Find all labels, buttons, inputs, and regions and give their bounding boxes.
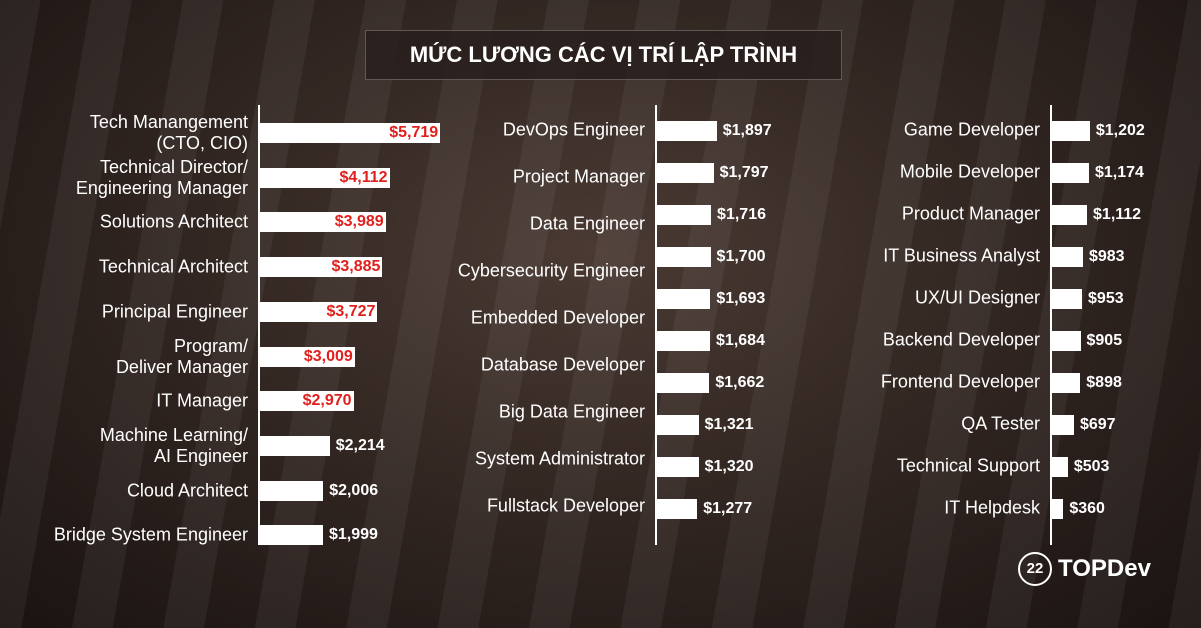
- category-label: Bridge System Engineer: [53, 524, 248, 545]
- bar: [657, 289, 711, 309]
- bar: [657, 121, 717, 141]
- bar: [260, 167, 390, 188]
- bar: [1052, 415, 1074, 435]
- value-label: $2,970: [302, 392, 352, 410]
- category-label: Principal Engineer: [101, 301, 248, 322]
- value-label: $983: [1088, 248, 1125, 265]
- value-label: $3,009: [303, 347, 353, 365]
- category-label: Program/ Deliver Manager: [115, 335, 248, 377]
- bar: [1052, 373, 1081, 393]
- bar: [260, 435, 330, 456]
- value-label: $2,214: [335, 436, 385, 454]
- value-label: $1,202: [1095, 122, 1145, 139]
- value-label: $898: [1086, 374, 1122, 391]
- logo: 22 TOPDev: [1018, 552, 1151, 586]
- category-label: IT Manager: [156, 390, 248, 411]
- bar: [1052, 121, 1090, 141]
- value-label: $4,112: [339, 168, 388, 186]
- bar: [260, 480, 324, 501]
- category-label: Embedded Developer: [470, 307, 645, 328]
- category-label: Technical Architect: [98, 256, 248, 277]
- category-label: Backend Developer: [882, 329, 1040, 350]
- category-label: Big Data Engineer: [498, 401, 645, 422]
- category-label: IT Business Analyst: [883, 245, 1040, 266]
- category-label: UX/UI Designer: [914, 287, 1040, 308]
- value-label: $1,693: [716, 290, 766, 307]
- value-label: $3,727: [326, 302, 376, 320]
- value-label: $5,719: [389, 124, 439, 141]
- category-label: IT Helpdesk: [944, 497, 1040, 518]
- axis-line: [655, 105, 657, 545]
- bar: [260, 346, 355, 367]
- bar: [1052, 205, 1088, 225]
- category-label: Product Manager: [901, 203, 1040, 224]
- category-label: DevOps Engineer: [502, 119, 645, 140]
- value-label: $905: [1086, 332, 1123, 349]
- bar: [657, 499, 698, 519]
- bar: [260, 391, 354, 412]
- bar: [657, 415, 699, 435]
- category-label: Technical Director/ Engineering Manager: [75, 156, 248, 198]
- value-label: $1,684: [716, 332, 765, 349]
- bar: [657, 331, 711, 351]
- category-label: Solutions Architect: [99, 211, 248, 232]
- bar: [657, 373, 710, 393]
- bar: [657, 163, 714, 183]
- bar: [1052, 289, 1083, 309]
- bar: [1052, 163, 1089, 183]
- value-label: $1,716: [717, 206, 766, 223]
- value-label: $1,277: [703, 500, 753, 517]
- category-label: Fullstack Developer: [486, 495, 645, 516]
- category-label: Cybersecurity Engineer: [457, 260, 645, 281]
- axis-line: [1050, 105, 1052, 545]
- category-label: Database Developer: [480, 354, 645, 375]
- value-label: $3,885: [331, 258, 381, 276]
- value-label: $360: [1069, 500, 1105, 517]
- value-label: $1,897: [722, 122, 772, 139]
- category-label: System Administrator: [474, 448, 645, 469]
- bar: [260, 212, 386, 233]
- bar: [260, 257, 383, 278]
- category-label: Cloud Architect: [126, 480, 248, 501]
- value-label: $1,112: [1093, 206, 1142, 223]
- logo-badge: 22: [1018, 552, 1052, 586]
- value-label: $503: [1073, 458, 1110, 475]
- title: MỨC LƯƠNG CÁC VỊ TRÍ LẬP TRÌNH: [365, 30, 842, 80]
- value-label: $1,797: [719, 164, 769, 181]
- axis-line: [258, 105, 260, 545]
- logo-text: TOPDev: [1058, 555, 1151, 582]
- bar: [260, 525, 323, 546]
- value-label: $2,006: [329, 481, 379, 499]
- value-label: $3,989: [334, 213, 384, 231]
- bar: [657, 205, 712, 225]
- bar: [657, 247, 711, 267]
- category-label: Project Manager: [512, 166, 645, 187]
- category-label: Mobile Developer: [899, 161, 1040, 182]
- value-label: $1,662: [715, 374, 765, 391]
- value-label: $953: [1088, 290, 1124, 307]
- value-label: $1,174: [1094, 164, 1144, 181]
- category-label: Technical Support: [896, 455, 1040, 476]
- bar: [260, 301, 378, 322]
- bar: [1052, 331, 1081, 351]
- bar: [1052, 457, 1068, 477]
- category-label: Machine Learning/ AI Engineer: [99, 424, 248, 466]
- bar: [1052, 499, 1064, 519]
- value-label: $697: [1079, 416, 1116, 433]
- bar: [1052, 247, 1083, 267]
- category-label: Data Engineer: [529, 213, 645, 234]
- category-label: Tech Manangement (CTO, CIO): [89, 112, 248, 153]
- value-label: $1,999: [328, 526, 378, 544]
- category-label: Game Developer: [903, 119, 1040, 140]
- value-label: $1,320: [704, 458, 754, 475]
- value-label: $1,321: [704, 416, 754, 433]
- bar: [260, 123, 441, 143]
- value-label: $1,700: [716, 248, 766, 265]
- category-label: QA Tester: [961, 413, 1040, 434]
- bar: [657, 457, 699, 477]
- category-label: Frontend Developer: [880, 371, 1040, 392]
